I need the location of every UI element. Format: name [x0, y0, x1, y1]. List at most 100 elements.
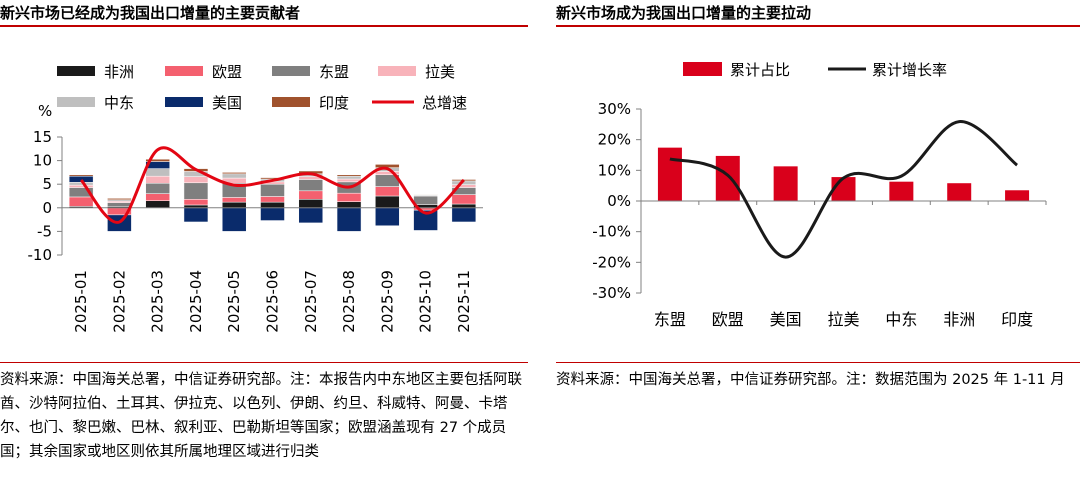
y-tick-label: -20% [592, 253, 631, 271]
legend-swatch [165, 66, 203, 76]
x-tick-label: 拉美 [827, 310, 859, 329]
right-bar-line-chart: 累计占比 累计增长率 30% 20% 10% 0% -10% -20% -30% 东盟 欧盟 美国 拉美… [592, 61, 1047, 329]
y-tick-label: 10 [33, 152, 52, 170]
bar-segment [260, 196, 285, 203]
x-tick-label: 2025-09 [378, 270, 396, 333]
bar-segment [221, 197, 247, 203]
left-source-rule [0, 362, 528, 363]
left-source-note: 资料来源：中国海关总署，中信证券研究部。注：本报告内中东地区主要包括阿联酋、沙特… [0, 372, 522, 460]
left-panel: 新兴市场已经成为我国出口增量的主要贡献者 非洲 欧盟 东盟 拉美中东 美国 印度 总增速% 1… [0, 0, 528, 496]
bar-segment [260, 183, 285, 197]
legend-swatch [272, 66, 310, 76]
legend-swatch [683, 62, 722, 76]
bar [1005, 190, 1030, 201]
bar-segment [451, 184, 477, 188]
x-tick-label: 非洲 [943, 310, 975, 329]
y-tick-label: 0 [42, 199, 52, 217]
right-chart-title: 新兴市场成为我国出口增量的主要拉动 [556, 4, 812, 22]
x-tick-label: 2025-08 [340, 270, 358, 333]
bar-segment [451, 203, 477, 209]
x-tick-label: 2025-03 [149, 270, 167, 333]
bar-segment [336, 175, 362, 180]
x-tick-label: 印度 [1001, 310, 1033, 329]
legend-swatch [165, 97, 203, 107]
bar-segment [145, 158, 170, 162]
legend-label: 印度 [319, 94, 349, 112]
legend-swatch [57, 66, 95, 76]
bar [947, 183, 972, 201]
y-tick-label: -10% [592, 223, 631, 241]
y-tick-label: -30% [592, 284, 631, 302]
legend-swatch [57, 97, 95, 107]
y-tick-label: 5 [42, 175, 52, 193]
legend-label: 累计占比 [730, 61, 790, 79]
bar [715, 155, 740, 201]
bar-segment [298, 179, 324, 192]
legend-swatch [272, 97, 310, 107]
cumulative-growth-line [669, 120, 1019, 259]
bar-segment [375, 186, 400, 197]
y-axis-unit-label: % [38, 102, 52, 120]
bar [773, 166, 798, 201]
bar-segment [298, 207, 324, 224]
y-tick-label: 0% [607, 192, 631, 210]
bar-segment [145, 183, 170, 194]
bar-segment [221, 201, 247, 209]
bar-segment [375, 207, 400, 226]
y-tick-label: 20% [598, 131, 631, 149]
bar-segment [68, 184, 94, 188]
legend-label: 拉美 [425, 63, 455, 81]
bar-segment [145, 175, 170, 184]
legend-label-line: 总增速 [422, 94, 467, 112]
legend-swatch [378, 66, 416, 76]
x-tick-label: 东盟 [654, 310, 686, 329]
bar-segment [183, 199, 209, 206]
legend-label: 东盟 [319, 63, 349, 81]
bar-segment [183, 176, 209, 184]
bar-segment [375, 195, 400, 209]
legend-label: 美国 [212, 94, 242, 112]
x-tick-label: 2025-07 [302, 270, 320, 333]
x-tick-label: 美国 [770, 310, 802, 329]
y-tick-label: -10 [28, 246, 53, 264]
legend-label: 中东 [104, 94, 134, 112]
x-tick-label: 2025-10 [417, 270, 435, 333]
bar-segment [413, 209, 438, 231]
bar-segment [298, 190, 324, 200]
bar [657, 147, 682, 201]
bar [889, 181, 914, 201]
legend-label: 非洲 [104, 63, 134, 81]
y-tick-label: 15 [33, 128, 52, 146]
x-tick-label: 2025-02 [110, 270, 128, 333]
bar-segment [107, 198, 132, 201]
left-chart-title: 新兴市场已经成为我国出口增量的主要贡献者 [0, 4, 301, 22]
bar-segment [336, 201, 362, 209]
bar-segment [145, 200, 170, 209]
total-growth-line [79, 146, 465, 224]
bar-segment [183, 207, 209, 223]
bar-segment [68, 174, 94, 177]
legend-label-line: 累计增长率 [872, 61, 947, 79]
left-title-rule [0, 25, 528, 27]
right-source-rule [556, 362, 1080, 363]
bar-segment [413, 195, 438, 205]
right-title-rule [556, 25, 1080, 27]
bar-segment [260, 207, 285, 221]
bar-segment [221, 207, 247, 232]
x-tick-label: 2025-01 [72, 270, 90, 333]
y-tick-label: -5 [37, 222, 52, 240]
bar-segment [336, 174, 362, 177]
bar-segment [298, 199, 324, 209]
x-tick-label: 欧盟 [712, 310, 744, 329]
y-tick-label: 30% [598, 100, 631, 118]
bar-segment [68, 196, 94, 207]
bar-segment [260, 201, 285, 209]
legend-label: 欧盟 [212, 63, 242, 81]
bar-segment [107, 202, 132, 207]
x-tick-label: 2025-11 [455, 270, 473, 333]
bar-segment [221, 172, 247, 175]
bar-segment [451, 194, 477, 205]
x-tick-label: 2025-06 [264, 270, 282, 333]
x-tick-label: 2025-04 [187, 270, 205, 333]
